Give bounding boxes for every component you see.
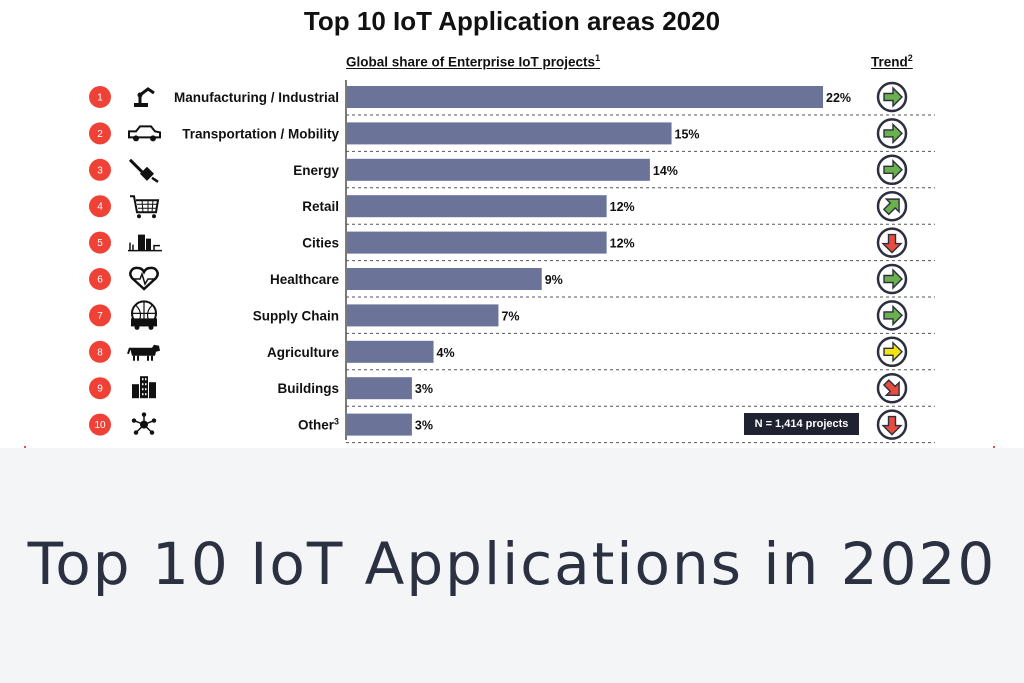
page-caption: Top 10 IoT Applications in 2020: [27, 530, 997, 598]
rank-number: 1: [97, 93, 103, 104]
rank-badge: [89, 195, 111, 218]
trend-indicator-10: [876, 409, 908, 440]
trend-indicator-7: [876, 300, 908, 331]
bar: [347, 268, 542, 290]
bar: [347, 304, 499, 327]
value-header-note: 1: [595, 53, 601, 63]
car-icon: [128, 125, 161, 142]
rank-badge: [89, 377, 111, 400]
caption-panel: Top 10 IoT Applications in 2020: [0, 448, 1024, 683]
trend-indicator-5: [876, 227, 908, 258]
value-column-header: Global share of Enterprise IoT projects1: [346, 53, 600, 70]
bar: [347, 86, 823, 108]
category-label: Supply Chain: [253, 308, 339, 323]
trend-arrow-right-icon: [883, 159, 903, 181]
trend-arrow-right-icon: [883, 86, 903, 108]
bar: [347, 122, 672, 145]
corner-mark-left: [24, 446, 26, 448]
value-label: 4%: [437, 346, 455, 360]
heart-pulse-icon: [129, 266, 159, 291]
rank-number: 9: [97, 384, 103, 395]
rank-badge: [89, 304, 111, 327]
bar: [347, 340, 434, 363]
category-label: Other3: [298, 417, 339, 433]
trend-arrow-right-icon: [883, 122, 903, 145]
rank-badge: [89, 158, 111, 181]
buildings-icon: [132, 376, 156, 399]
bar: [347, 195, 607, 218]
rank-badge: [89, 268, 111, 290]
category-label: Manufacturing / Industrial: [174, 90, 339, 105]
category-label: Energy: [293, 163, 339, 178]
rank-number: 4: [97, 202, 103, 213]
trend-arrow-up-right-icon: [882, 198, 900, 216]
trend-header-text: Trend: [871, 54, 908, 70]
trend-indicator-4: [876, 190, 908, 222]
chart-panel: Top 10 IoT Application areas 2020 Global…: [24, 6, 995, 448]
trend-arrow-down-icon: [881, 415, 903, 436]
trend-indicator-8: [876, 336, 908, 368]
corner-mark-right: [993, 446, 995, 448]
bar: [347, 158, 650, 181]
value-label: 15%: [675, 127, 700, 141]
rank-number: 2: [97, 129, 103, 140]
value-label: 14%: [653, 164, 678, 178]
rank-number: 6: [97, 275, 103, 286]
rank-number: 5: [97, 238, 103, 249]
value-label: 3%: [415, 382, 433, 396]
trend-arrow-down-icon: [881, 233, 903, 254]
trend-indicator-6: [876, 263, 908, 295]
value-label: 9%: [545, 273, 563, 287]
category-label: Retail: [302, 199, 339, 214]
trend-header-note: 2: [907, 53, 913, 63]
globe-truck-icon: [131, 300, 157, 330]
trend-indicator-2: [876, 118, 908, 149]
shopping-cart-icon: [130, 195, 160, 219]
rank-number: 7: [97, 311, 103, 322]
rank-badge: [89, 413, 111, 436]
category-label: Healthcare: [270, 272, 340, 287]
category-label: Agriculture: [267, 345, 340, 360]
trend-arrow-down-right-icon: [882, 379, 900, 396]
value-header-text: Global share of Enterprise IoT projects: [346, 54, 596, 70]
trend-indicator-1: [876, 81, 908, 113]
network-icon: [131, 412, 157, 435]
category-label: Buildings: [278, 381, 340, 396]
value-label: 12%: [610, 237, 635, 251]
rank-number: 3: [97, 165, 103, 176]
rank-badge: [89, 340, 111, 363]
sample-size-label: N = 1,414 projects: [744, 413, 859, 435]
category-label: Cities: [302, 236, 339, 251]
value-label: 7%: [501, 309, 519, 323]
trend-indicator-3: [876, 154, 908, 186]
cow-icon: [127, 344, 160, 361]
bar-chart: 1 Manufacturing / Industrial 22% 2 Transport…: [89, 80, 935, 444]
robot-arm-icon: [134, 87, 155, 107]
value-label: 12%: [610, 200, 635, 214]
chart-title: Top 10 IoT Application areas 2020: [303, 6, 721, 36]
trend-arrow-right-icon: [883, 341, 903, 363]
trend-arrow-right-icon: [883, 304, 903, 327]
category-note: 3: [334, 417, 339, 427]
plug-icon: [128, 158, 159, 183]
rank-number: 10: [94, 420, 106, 431]
rank-badge: [89, 231, 111, 254]
bar: [347, 231, 607, 254]
rank-badge: [89, 86, 111, 108]
category-label: Transportation / Mobility: [182, 126, 339, 141]
value-label: 3%: [415, 419, 433, 433]
bar: [347, 377, 412, 400]
city-icon: [128, 234, 162, 252]
rank-badge: [89, 122, 111, 145]
bar: [347, 413, 412, 436]
trend-indicator-9: [876, 372, 908, 404]
rank-number: 8: [97, 347, 103, 358]
trend-column-header: Trend2: [871, 53, 913, 70]
value-label: 22%: [826, 91, 851, 105]
trend-arrow-right-icon: [883, 268, 903, 290]
